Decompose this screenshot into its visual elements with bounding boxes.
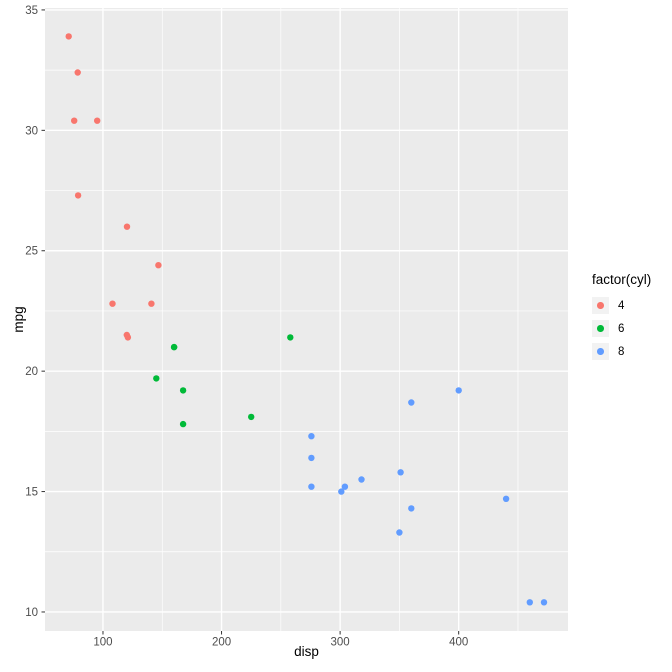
y-tick-label: 10 — [25, 607, 38, 619]
x-tick-label: 300 — [331, 637, 350, 649]
data-point-cyl8 — [408, 505, 415, 512]
legend-title: factor(cyl) — [592, 272, 652, 287]
legend-dot-icon — [597, 302, 604, 309]
data-point-cyl4 — [65, 33, 72, 40]
data-point-cyl8 — [341, 483, 349, 490]
y-axis-title: mpg — [11, 306, 26, 333]
data-point-cyl6 — [170, 343, 178, 351]
legend-key — [592, 320, 609, 337]
legend-item-6: 6 — [592, 317, 651, 340]
y-tick-label: 25 — [25, 246, 38, 258]
data-point-cyl8 — [540, 599, 548, 606]
y-tick-label: 30 — [25, 125, 38, 137]
x-tick-label: 200 — [212, 637, 231, 649]
data-point-cyl8 — [455, 387, 462, 394]
legend-label: 4 — [618, 299, 625, 312]
gridlines — [45, 8, 568, 631]
legend: factor(cyl) 4 6 8 — [592, 272, 651, 363]
legend-item-4: 4 — [592, 294, 651, 317]
legend-label: 8 — [618, 345, 625, 358]
legend-items: 4 6 8 — [592, 294, 651, 363]
data-point-cyl4 — [74, 192, 82, 199]
data-point-cyl4 — [71, 117, 78, 124]
data-point-cyl8 — [308, 454, 315, 462]
data-point-cyl8 — [502, 495, 510, 502]
data-point-cyl6 — [248, 413, 255, 421]
legend-item-8: 8 — [592, 340, 651, 363]
axes: 100 200 300 400 10 15 20 25 30 35 — [25, 5, 468, 649]
data-point-cyl8 — [408, 399, 415, 406]
legend-key — [592, 343, 609, 360]
data-point-cyl4 — [148, 300, 155, 307]
data-points — [65, 33, 548, 606]
x-axis-title: disp — [294, 644, 319, 659]
data-point-cyl6 — [287, 334, 294, 341]
data-point-cyl6 — [153, 375, 160, 382]
data-point-cyl4 — [124, 334, 132, 341]
data-point-cyl4 — [74, 69, 81, 76]
data-point-cyl8 — [338, 488, 345, 495]
data-point-cyl4 — [94, 117, 101, 124]
data-point-cyl6 — [179, 420, 187, 428]
data-point-cyl4 — [109, 300, 116, 307]
legend-key — [592, 297, 609, 314]
data-point-cyl8 — [526, 599, 533, 606]
x-tick-label: 400 — [449, 637, 468, 649]
data-point-cyl8 — [308, 433, 315, 440]
data-point-cyl8 — [396, 529, 403, 536]
y-tick-label: 20 — [25, 366, 38, 378]
data-point-cyl8 — [358, 476, 365, 483]
y-tick-label: 15 — [25, 487, 38, 499]
data-point-cyl6 — [179, 387, 187, 394]
data-point-cyl8 — [308, 483, 315, 490]
x-tick-label: 100 — [93, 637, 112, 649]
data-point-cyl4 — [155, 262, 162, 269]
legend-dot-icon — [597, 325, 604, 332]
y-tick-label: 35 — [25, 5, 38, 17]
data-point-cyl8 — [397, 469, 404, 476]
legend-label: 6 — [618, 322, 625, 335]
data-point-cyl4 — [123, 223, 131, 230]
plot-panel — [45, 8, 568, 631]
legend-dot-icon — [597, 348, 604, 355]
